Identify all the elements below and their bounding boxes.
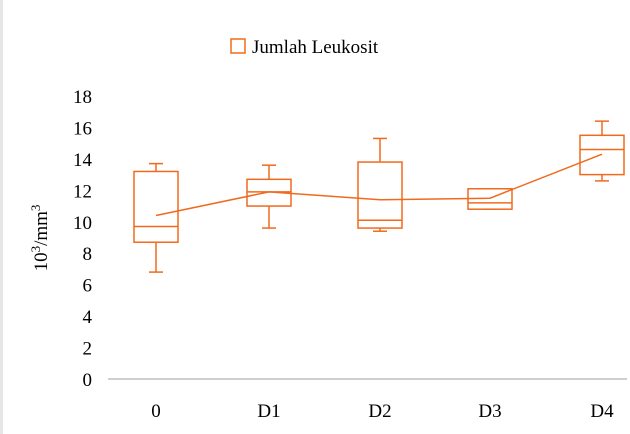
boxes <box>133 120 625 273</box>
iqr-box <box>357 161 403 229</box>
x-tick-label: D1 <box>257 401 280 422</box>
legend-swatch <box>230 38 246 54</box>
legend-label: Jumlah Leukosit <box>252 37 379 58</box>
y-tick-label: 6 <box>83 276 93 297</box>
y-tick-label: 4 <box>83 307 93 328</box>
x-tick-label: D2 <box>368 401 391 422</box>
y-tick-label: 18 <box>73 87 92 108</box>
legend: Jumlah Leukosit <box>230 37 379 58</box>
box-D4 <box>579 120 625 182</box>
iqr-box <box>133 170 179 243</box>
mean-line <box>155 153 603 217</box>
y-tick-label: 0 <box>83 370 93 391</box>
box-0 <box>133 162 179 273</box>
box-D1 <box>246 164 292 229</box>
box-D2 <box>357 137 403 232</box>
y-axis-title: 103/mm3 <box>28 205 53 272</box>
iqr-box <box>579 134 625 176</box>
x-tick-label: 0 <box>151 401 161 422</box>
y-tick-label: 14 <box>73 150 93 171</box>
y-tick-label: 10 <box>73 213 92 234</box>
y-tick-label: 2 <box>83 339 93 360</box>
x-tick-label: D4 <box>590 401 614 422</box>
y-axis-tick-labels: 0 2 4 6 8 10 12 14 16 18 <box>73 87 93 391</box>
x-tick-label: D3 <box>478 401 501 422</box>
x-axis-tick-labels: 0 D1 D2 D3 D4 <box>151 401 614 422</box>
y-tick-label: 8 <box>83 244 93 265</box>
y-tick-label: 16 <box>73 118 92 139</box>
y-tick-label: 12 <box>73 181 92 202</box>
